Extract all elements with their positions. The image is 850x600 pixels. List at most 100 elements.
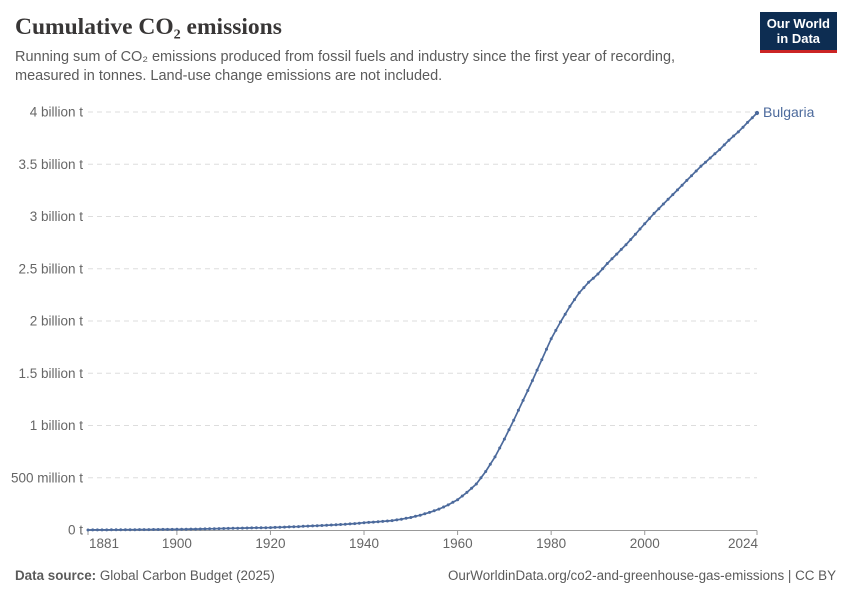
data-point (704, 160, 707, 164)
data-point (283, 525, 286, 529)
y-axis-tick-label: 1.5 billion t (18, 366, 83, 381)
data-point (530, 379, 534, 383)
data-point (217, 527, 221, 531)
owid-logo: Our World in Data (759, 12, 837, 53)
x-axis-tick-label: 1960 (443, 536, 473, 551)
data-point (554, 328, 558, 332)
data-point (100, 528, 104, 532)
data-point (114, 528, 118, 532)
data-point (423, 512, 427, 516)
data-point (133, 528, 137, 532)
y-axis-tick-label: 2.5 billion t (18, 261, 83, 276)
chart-header: Cumulative CO₂ emissions Running sum of … (15, 13, 750, 86)
data-point (474, 482, 478, 486)
data-point (399, 517, 403, 521)
data-point (119, 528, 123, 532)
data-point (666, 197, 670, 201)
data-point (198, 527, 202, 531)
data-point (86, 528, 90, 532)
series-entity-label: Bulgaria (763, 104, 815, 120)
data-point (690, 174, 693, 178)
data-point (587, 280, 591, 284)
data-point (240, 526, 244, 530)
data-point (732, 134, 736, 138)
data-point (254, 526, 258, 530)
data-point (203, 527, 207, 531)
data-point (156, 528, 160, 531)
data-point (451, 500, 455, 504)
data-point (456, 498, 460, 502)
y-axis-tick-label: 1 billion t (30, 418, 84, 433)
y-axis-tick-label: 2 billion t (30, 314, 84, 329)
data-point (680, 183, 684, 187)
data-point (166, 527, 169, 531)
x-axis-tick-label: 1881 (89, 536, 119, 551)
data-point (320, 524, 324, 527)
data-source-label: Data source: (15, 568, 97, 583)
data-point (442, 505, 446, 509)
data-point (142, 528, 146, 532)
data-point (754, 110, 760, 116)
data-point (624, 243, 628, 247)
data-point (638, 227, 642, 231)
data-point (661, 202, 665, 206)
x-axis-tick-label: 2024 (728, 536, 759, 551)
data-point (226, 526, 230, 530)
data-source-value: Global Carbon Budget (2025) (99, 568, 275, 583)
data-point (367, 520, 371, 524)
data-point (147, 528, 151, 532)
data-point (718, 148, 722, 152)
data-point (414, 514, 417, 518)
data-point (334, 523, 338, 527)
data-point (727, 138, 731, 142)
data-point (212, 527, 216, 531)
y-axis-tick-label: 4 billion t (30, 105, 84, 120)
data-point (250, 526, 254, 530)
data-point (376, 520, 380, 524)
data-point (643, 222, 647, 226)
data-point (750, 116, 754, 120)
chart-footer: Data source: Global Carbon Budget (2025)… (15, 568, 836, 583)
y-axis-tick-label: 0 t (68, 523, 83, 538)
data-point (615, 252, 619, 256)
data-point (109, 528, 113, 532)
data-point (418, 513, 422, 517)
data-point (657, 207, 661, 211)
y-axis-tick-label: 3.5 billion t (18, 157, 83, 172)
data-point (161, 527, 165, 531)
data-point (231, 526, 235, 530)
data-point (563, 312, 567, 316)
attribution-url: OurWorldinData.org/co2-and-greenhouse-ga… (447, 568, 836, 583)
data-point (184, 527, 188, 531)
data-point (404, 516, 408, 520)
data-point (170, 527, 174, 531)
data-point (502, 437, 506, 441)
chart-title: Cumulative CO₂ emissions (15, 14, 282, 40)
data-point (521, 398, 525, 402)
data-point (685, 178, 689, 182)
data-point (647, 217, 651, 221)
data-point (306, 524, 310, 528)
data-point (746, 120, 750, 124)
data-point (409, 516, 413, 519)
data-point (465, 490, 469, 494)
data-point (123, 528, 127, 532)
data-point (357, 521, 361, 525)
data-point (601, 267, 605, 271)
data-point (371, 520, 375, 524)
data-point (343, 522, 347, 526)
data-point (222, 527, 226, 530)
data-point (273, 525, 277, 529)
data-point (353, 522, 357, 526)
data-point (311, 524, 315, 528)
data-point (577, 291, 581, 295)
data-point (671, 193, 675, 197)
data-point (269, 526, 272, 530)
data-point (381, 519, 385, 523)
data-point (493, 455, 497, 459)
data-point (390, 519, 394, 523)
y-axis-tick-label: 3 billion t (30, 209, 84, 224)
x-axis-tick-label: 1920 (255, 536, 285, 551)
data-point (194, 527, 198, 531)
data-point (470, 486, 474, 490)
